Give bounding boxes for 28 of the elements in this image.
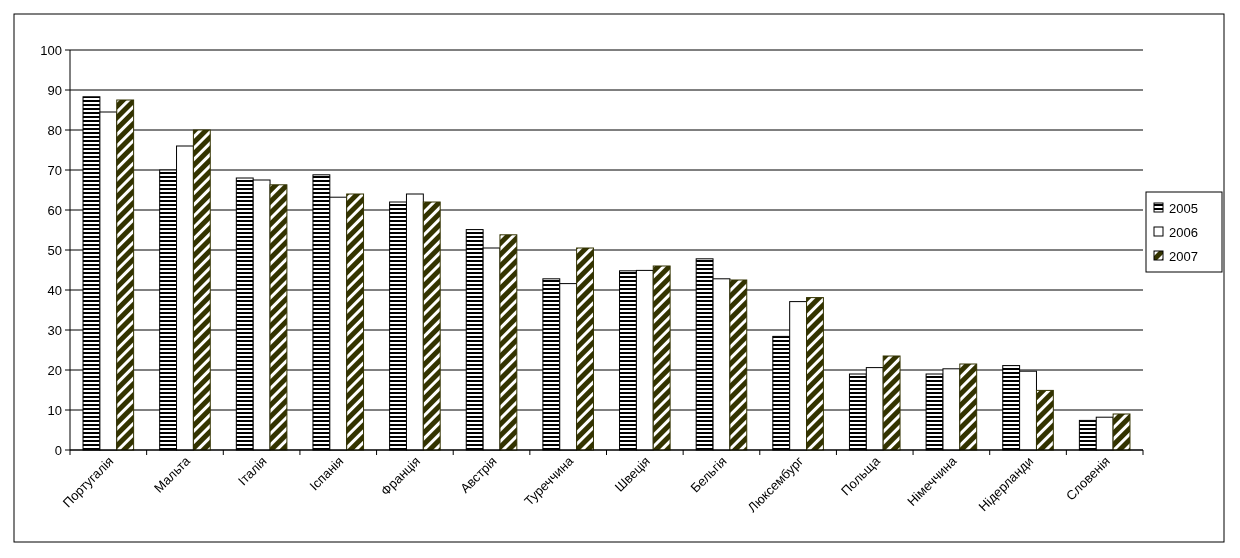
bar bbox=[576, 247, 594, 451]
bar bbox=[729, 279, 748, 451]
bar bbox=[499, 234, 518, 451]
y-tick-label: 0 bbox=[54, 442, 62, 458]
y-tick-label: 80 bbox=[47, 122, 62, 138]
bar bbox=[959, 363, 978, 451]
bar bbox=[192, 129, 211, 451]
y-tick-label: 20 bbox=[47, 362, 62, 378]
y-tick-label: 30 bbox=[47, 322, 62, 338]
bar bbox=[116, 99, 135, 451]
legend-label: 2005 bbox=[1169, 200, 1198, 216]
y-tick-label: 50 bbox=[47, 242, 62, 258]
legend-label: 2007 bbox=[1169, 248, 1198, 264]
bar bbox=[806, 297, 824, 451]
y-tick-label: 10 bbox=[47, 402, 62, 418]
bar bbox=[269, 184, 288, 451]
y-tick-label: 90 bbox=[47, 82, 62, 98]
y-tick-label: 60 bbox=[47, 202, 62, 218]
bar bbox=[1112, 413, 1131, 451]
y-tick-label: 100 bbox=[40, 42, 62, 58]
y-tick-label: 70 bbox=[47, 162, 62, 178]
bar bbox=[882, 355, 901, 451]
bar bbox=[346, 193, 365, 451]
bar bbox=[1035, 389, 1054, 451]
bar bbox=[422, 201, 441, 451]
y-tick-label: 40 bbox=[47, 282, 62, 298]
legend-label: 2006 bbox=[1169, 224, 1198, 240]
bar bbox=[652, 265, 671, 451]
